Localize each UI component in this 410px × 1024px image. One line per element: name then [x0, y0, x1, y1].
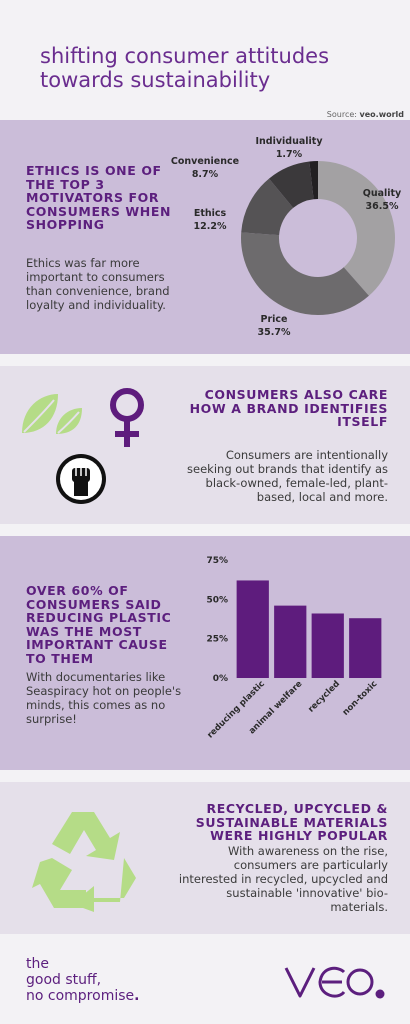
leaf-icon	[22, 394, 82, 434]
tagline-line-2: good stuff,	[26, 972, 102, 988]
materials-section: RECYCLED, UPCYCLED & SUSTAINABLE MATERIA…	[0, 782, 410, 934]
bar-reducing-plastic	[236, 580, 269, 678]
plastic-section: OVER 60% OF CONSUMERS SAID REDUCING PLAS…	[0, 536, 410, 770]
donut-slice-convenience	[269, 161, 314, 208]
donut-slice-individuality	[309, 161, 318, 200]
title: shifting consumer attitudes towards sust…	[40, 44, 390, 92]
donut-label: Convenience	[171, 156, 239, 167]
identity-heading: CONSUMERS ALSO CARE HOW A BRAND IDENTIFI…	[189, 387, 388, 429]
identity-section: CONSUMERS ALSO CARE HOW A BRAND IDENTIFI…	[0, 366, 410, 524]
bar-animal-welfare	[274, 605, 307, 678]
donut-label: Ethics	[194, 208, 227, 219]
x-tick-label: recycled	[306, 679, 342, 715]
donut-slice-quality	[318, 161, 395, 296]
materials-heading: RECYCLED, UPCYCLED & SUSTAINABLE MATERIA…	[195, 801, 388, 843]
raised-fist-icon	[56, 454, 106, 504]
source-value: veo.world	[359, 110, 404, 119]
source: Source: veo.world	[327, 110, 404, 119]
ethics-section: ETHICS IS ONE OF THE TOP 3 MOTIVATORS FO…	[0, 120, 410, 354]
identity-body: Consumers are intentionally seeking out …	[187, 448, 388, 504]
donut-label: Individuality	[255, 136, 323, 147]
donut-value-label: 35.7%	[258, 327, 291, 338]
y-tick-label: 0%	[213, 674, 228, 684]
veo-logo	[284, 966, 385, 999]
donut-value-label: 12.2%	[194, 221, 227, 232]
bar-non-toxic	[349, 618, 382, 678]
donut-value-label: 1.7%	[276, 149, 303, 160]
plastic-heading: OVER 60% OF CONSUMERS SAID REDUCING PLAS…	[26, 583, 172, 666]
tagline: the good stuff, no compromise.	[26, 956, 139, 1004]
ethics-heading: ETHICS IS ONE OF THE TOP 3 MOTIVATORS FO…	[26, 163, 172, 232]
materials-body: With awareness on the rise, consumers ar…	[178, 844, 388, 914]
y-tick-label: 25%	[206, 635, 228, 645]
y-tick-label: 75%	[206, 556, 228, 566]
plastic-body: With documentaries like Seaspiracy hot o…	[26, 670, 182, 726]
title-line-2: towards sustainability	[40, 68, 271, 92]
donut-value-label: 36.5%	[366, 201, 399, 212]
motivators-donut-chart: Quality 36.5% Price 35.7% Ethics 12.2% Conveni…	[171, 136, 402, 338]
source-label: Source:	[326, 110, 357, 119]
donut-slice-price	[241, 232, 369, 315]
tagline-line-1: the	[26, 956, 49, 972]
tagline-line-3: no compromise.	[26, 988, 140, 1004]
donut-label: Price	[261, 314, 288, 325]
donut-label: Quality	[363, 188, 402, 199]
donut-value-label: 8.7%	[192, 169, 219, 180]
female-symbol-icon	[110, 388, 144, 447]
title-line-1: shifting consumer attitudes	[40, 44, 330, 68]
bar-recycled	[311, 613, 344, 678]
donut-slice-ethics	[241, 178, 294, 236]
x-tick-label: non-toxic	[341, 679, 380, 718]
recycle-icon	[32, 812, 136, 912]
ethics-body: Ethics was far more important to consume…	[26, 256, 170, 312]
y-tick-label: 50%	[206, 595, 228, 605]
